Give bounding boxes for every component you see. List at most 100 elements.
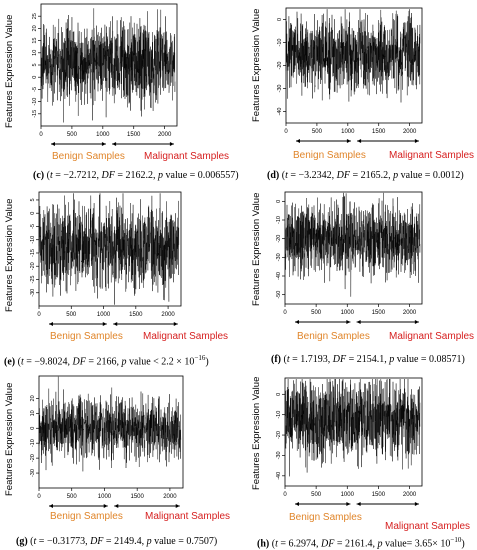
y-tick-label: 0 xyxy=(32,76,38,79)
y-tick-label: 10 xyxy=(32,50,38,56)
y-tick-label: -30 xyxy=(30,469,36,477)
x-tick-label: 0 xyxy=(284,129,288,135)
y-tick-label: -10 xyxy=(277,39,283,47)
y-tick-label: 0 xyxy=(277,18,283,21)
malignant-label: Malignant Samples xyxy=(145,511,231,522)
malignant-label: Malignant Samples xyxy=(385,521,471,532)
caption-e: (e) (t = −9.8024, DF = 2166, p value < 2… xyxy=(4,354,209,368)
y-tick-label: -10 xyxy=(276,216,282,224)
chart-d: 0 500 1000 1500 2000 -40 -30 -20 -10 0 xyxy=(277,7,423,143)
benign-label: Benign Samples xyxy=(50,331,123,342)
y-tick-label: 25 xyxy=(32,13,38,19)
arrow-head-right xyxy=(346,139,351,143)
y-tick-label: -20 xyxy=(276,235,282,243)
x-tick-label: 0 xyxy=(39,132,43,138)
benign-label: Benign Samples xyxy=(297,331,370,342)
y-tick-label: -30 xyxy=(277,85,283,93)
caption-c: (c) (t = −2.7212, DF = 2162.2, p value =… xyxy=(33,170,239,181)
arrow-head-right xyxy=(414,139,419,143)
x-tick-label: 1500 xyxy=(372,310,386,316)
malignant-label: Malignant Samples xyxy=(389,331,475,342)
x-tick-label: 0 xyxy=(283,492,287,498)
y-tick-label: -20 xyxy=(30,262,36,270)
malignant-label: Malignant Samples xyxy=(389,150,475,161)
x-tick-label: 0 xyxy=(37,312,41,318)
series-line xyxy=(285,9,421,103)
x-tick-label: 500 xyxy=(67,132,78,138)
arrow-head-left xyxy=(49,504,53,508)
x-tick-label: 2000 xyxy=(158,132,172,138)
x-tick-label: 1500 xyxy=(372,129,386,135)
series-line xyxy=(40,8,176,123)
arrow-head-left xyxy=(356,502,361,506)
y-tick-label: -30 xyxy=(30,289,36,297)
y-tick-label: -15 xyxy=(30,249,36,257)
chart-h: 0 500 1000 1500 2000 -40 -30 -20 -10 0 xyxy=(276,377,423,506)
arrow-head-left xyxy=(356,320,361,324)
x-tick-label: 1000 xyxy=(341,129,355,135)
chart-e: 0 500 1000 1500 2000 -30 -25 -20 -15 -10 -5 0 5 xyxy=(30,191,182,326)
y-tick-label: 0 xyxy=(276,200,282,203)
y-tick-label: -5 xyxy=(32,87,38,92)
malignant-label: Malignant Samples xyxy=(143,331,229,342)
x-tick-label: 2000 xyxy=(403,492,417,498)
y-tick-label: -25 xyxy=(30,276,36,284)
arrow-head-right xyxy=(414,320,419,324)
plot-frame xyxy=(38,191,182,307)
series-line xyxy=(284,192,421,297)
y-tick-label: 5 xyxy=(32,63,38,66)
x-tick-label: 1000 xyxy=(341,310,355,316)
series-line xyxy=(38,376,182,472)
panel-g: Features Expression Value 0 500 1000 1500 20… xyxy=(0,368,238,550)
y-tick-label: 5 xyxy=(30,198,36,201)
arrow-head-right xyxy=(169,142,174,146)
y-tick-label: -20 xyxy=(277,62,283,70)
panel-f: Features Expression Value 0 500 1000 1500 20… xyxy=(239,184,477,367)
y-tick-label: 10 xyxy=(30,410,36,416)
chart-g: 0 500 1000 1500 2000 -30 -20 -10 0 10 20 xyxy=(30,375,184,508)
y-tick-label: -10 xyxy=(32,98,38,106)
caption-g: (g) (t = −0.31773, DF = 2149.4, p value … xyxy=(16,536,218,547)
y-tick-label: 0 xyxy=(30,427,36,430)
arrow-head-right xyxy=(103,504,108,508)
arrow-head-left xyxy=(296,139,300,143)
chart-c: 0 500 1000 1500 2000 -15 -10 -5 0 5 10 15 20 25 xyxy=(32,3,178,146)
x-tick-label: 2000 xyxy=(163,494,177,500)
arrow-head-left xyxy=(113,322,118,326)
x-tick-label: 500 xyxy=(311,492,322,498)
x-tick-label: 1000 xyxy=(96,132,110,138)
panel-d: Features Expression Value 0 500 1000 1500 20… xyxy=(239,0,477,183)
caption-h: (h) (t = 6.2974, DF = 2161.4, p value= 3… xyxy=(257,536,465,550)
benign-label: Benign Samples xyxy=(289,512,362,523)
benign-label: Benign Samples xyxy=(293,150,366,161)
series-line xyxy=(38,193,180,305)
y-tick-label: -50 xyxy=(276,291,282,299)
y-tick-label: -10 xyxy=(30,236,36,244)
panel-c: Features Expression Value 0 500 1000 1500 20… xyxy=(0,0,239,183)
arrow-head-left xyxy=(49,322,53,326)
x-tick-label: 2000 xyxy=(403,310,417,316)
arrow-head-left xyxy=(112,142,117,146)
y-tick-label: -40 xyxy=(277,108,283,116)
arrow-head-right xyxy=(102,322,107,326)
arrow-head-left xyxy=(295,320,299,324)
chart-f: 0 500 1000 1500 2000 -50 -40 -30 -20 -10 0 xyxy=(276,191,423,324)
x-tick-label: 1000 xyxy=(97,312,111,318)
arrow-head-left xyxy=(51,142,55,146)
y-tick-label: -10 xyxy=(276,411,282,419)
benign-label: Benign Samples xyxy=(50,511,123,522)
x-tick-label: 500 xyxy=(311,310,322,316)
arrow-head-right xyxy=(346,502,351,506)
caption-d: (d) (t = −3.2342, DF = 2165.2, p value =… xyxy=(267,170,464,181)
y-tick-label: 20 xyxy=(32,25,38,31)
panel-h: Features Expression Value 0 500 1000 1500 20… xyxy=(239,368,477,550)
x-tick-label: 0 xyxy=(37,494,41,500)
y-tick-label: -30 xyxy=(276,451,282,459)
x-tick-label: 1500 xyxy=(372,492,386,498)
y-tick-label: -40 xyxy=(276,472,282,480)
arrow-head-left xyxy=(114,504,119,508)
y-tick-label: 15 xyxy=(32,38,38,44)
arrow-head-left xyxy=(295,502,299,506)
y-tick-label: -30 xyxy=(276,253,282,261)
arrow-head-right xyxy=(346,320,351,324)
